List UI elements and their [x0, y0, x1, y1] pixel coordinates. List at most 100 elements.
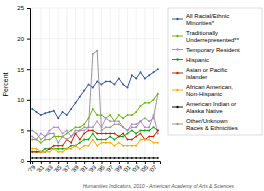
point	[122, 157, 124, 159]
legend-item: American Indian orAlaska Native	[172, 101, 236, 114]
point	[31, 157, 33, 159]
legend-marker	[176, 18, 178, 20]
legend-label: Hispanic	[186, 57, 209, 63]
point	[66, 129, 68, 131]
point	[88, 129, 90, 131]
point	[118, 157, 120, 159]
tick-mark	[27, 100, 30, 101]
point	[66, 139, 68, 141]
legend-marker	[176, 35, 178, 37]
point	[157, 132, 159, 134]
point	[144, 139, 146, 141]
point	[75, 145, 77, 147]
point	[109, 120, 111, 122]
point	[131, 129, 133, 131]
legend-item: Hispanic	[172, 57, 209, 63]
point	[70, 142, 72, 144]
point	[70, 136, 72, 138]
point	[57, 142, 59, 144]
y-tick: 20	[17, 36, 30, 42]
grid-line	[84, 8, 85, 161]
point	[62, 151, 64, 153]
point	[118, 123, 120, 125]
x-tick: '79	[27, 161, 37, 174]
legend-swatch	[172, 124, 183, 125]
tick-mark	[27, 130, 30, 131]
chart: '79'81'83'85'87'89'91'93'95'97'99'01'03'…	[0, 0, 264, 191]
tick-mark	[27, 39, 30, 40]
point	[36, 151, 38, 153]
axis-line	[27, 9, 31, 162]
point	[40, 151, 42, 153]
point	[40, 132, 42, 134]
point	[75, 129, 77, 131]
point	[40, 157, 42, 159]
point	[109, 157, 111, 159]
tick-mark	[128, 161, 129, 164]
point	[122, 126, 124, 128]
point	[114, 132, 116, 134]
grid-line	[153, 8, 154, 161]
point	[144, 77, 146, 79]
series-line	[32, 157, 158, 158]
point	[49, 148, 51, 150]
point	[66, 139, 68, 141]
legend-swatch	[172, 59, 183, 60]
point	[44, 136, 46, 138]
point	[44, 139, 46, 141]
y-tick: 0	[21, 158, 30, 164]
point	[109, 126, 111, 128]
legend-swatch	[172, 36, 183, 37]
x-tick: '89	[70, 161, 80, 174]
point	[153, 117, 155, 119]
x-tick: '81	[35, 161, 45, 174]
point	[49, 148, 51, 150]
point	[49, 157, 51, 159]
point	[96, 114, 98, 116]
point	[109, 136, 111, 138]
grid-line	[101, 8, 102, 161]
point	[79, 142, 81, 144]
point	[36, 148, 38, 150]
point	[70, 129, 72, 131]
legend-swatch	[172, 49, 183, 50]
tick-mark	[102, 161, 103, 164]
point	[92, 87, 94, 89]
grid-line	[118, 8, 119, 161]
point	[57, 148, 59, 150]
point	[131, 157, 133, 159]
point	[157, 93, 159, 95]
legend-item: Asian or PacificIslander	[172, 67, 227, 80]
point	[109, 80, 111, 82]
legend-label-line: All Racial/Ethnic	[186, 13, 229, 19]
point	[79, 126, 81, 128]
point	[140, 120, 142, 122]
point	[127, 114, 129, 116]
point	[53, 148, 55, 150]
point	[135, 145, 137, 147]
point	[105, 157, 107, 159]
point	[140, 120, 142, 122]
point	[92, 139, 94, 141]
point	[31, 108, 33, 110]
point	[140, 129, 142, 131]
tick-label: 20	[17, 36, 24, 42]
legend-label-line: Traditionally	[186, 30, 218, 36]
legend-label: American Indian orAlaska Native	[186, 101, 236, 114]
point	[88, 157, 90, 159]
point	[66, 114, 68, 116]
point	[148, 102, 150, 104]
legend-item: All Racial/EthnicMinorities*	[172, 13, 229, 26]
point	[70, 145, 72, 147]
point	[157, 68, 159, 70]
x-tick: '03	[131, 161, 141, 174]
grid-line	[75, 8, 76, 161]
point	[75, 132, 77, 134]
point	[114, 157, 116, 159]
point	[53, 148, 55, 150]
point	[79, 129, 81, 131]
grid-line	[30, 130, 160, 131]
tick-mark	[50, 161, 51, 164]
point	[70, 136, 72, 138]
point	[88, 145, 90, 147]
